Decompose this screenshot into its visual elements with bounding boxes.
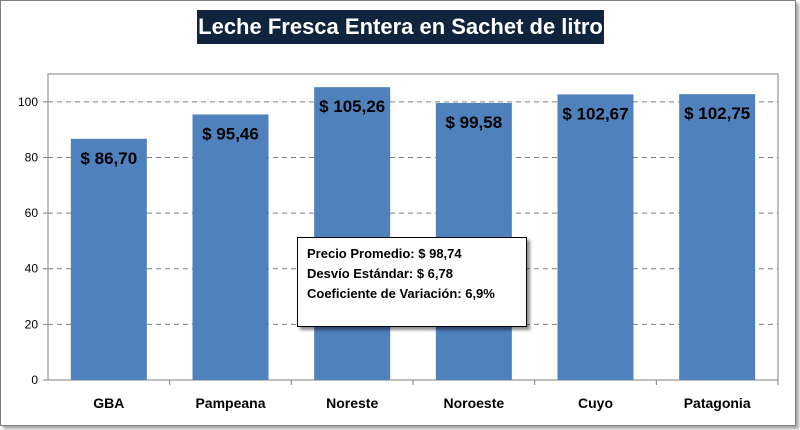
x-tick-label: Patagonia (684, 395, 751, 411)
y-tick-label: 80 (25, 150, 39, 164)
chart-title: Leche Fresca Entera en Sachet de litro (197, 10, 604, 44)
stats-coefficient-of-variation: Coeficiente de Variación: 6,9% (307, 286, 495, 301)
bar (314, 87, 391, 380)
data-label: $ 105,26 (319, 97, 385, 116)
data-label: $ 95,46 (202, 124, 259, 143)
data-label: $ 86,70 (80, 149, 137, 168)
y-tick-label: 60 (25, 206, 39, 220)
data-label: $ 102,75 (684, 104, 750, 123)
bar (192, 114, 269, 381)
x-tick-label: Noroeste (443, 395, 504, 411)
bar (70, 138, 147, 380)
y-tick-label: 0 (31, 373, 38, 387)
x-tick-label: GBA (93, 395, 124, 411)
stats-summary-box: Precio Promedio: $ 98,74 Desvío Estándar… (297, 237, 527, 327)
bar (557, 94, 634, 381)
plot-area (47, 73, 779, 381)
x-tick-label: Pampeana (195, 395, 265, 411)
data-label: $ 99,58 (445, 113, 502, 132)
stats-std-deviation: Desvío Estándar: $ 6,78 (307, 266, 453, 281)
bar (679, 94, 756, 380)
x-tick-label: Cuyo (578, 395, 613, 411)
y-tick-label: 100 (18, 95, 38, 109)
stats-average: Precio Promedio: $ 98,74 (307, 246, 462, 261)
x-tick-label: Noreste (326, 395, 378, 411)
data-label: $ 102,67 (562, 104, 628, 123)
y-tick-label: 20 (25, 317, 39, 331)
y-tick-label: 40 (25, 262, 39, 276)
